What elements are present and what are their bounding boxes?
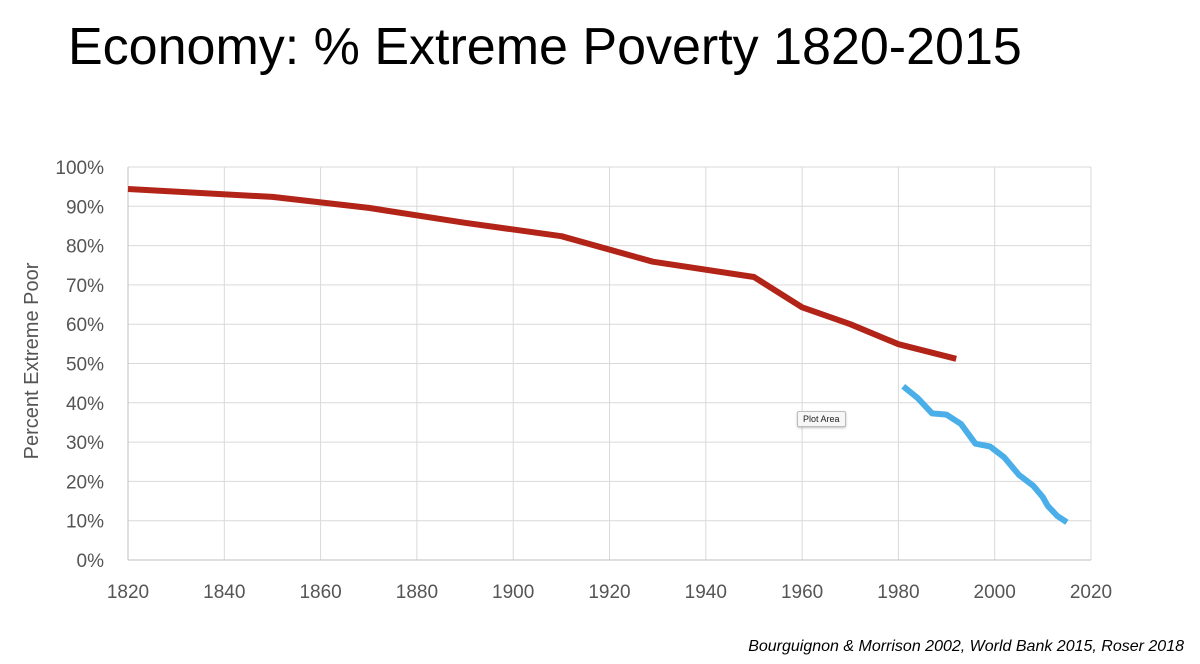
y-tick-label: 10% — [66, 512, 104, 533]
x-tick-label: 1920 — [588, 582, 630, 603]
x-tick-label: 2020 — [1070, 582, 1112, 603]
x-tick-label: 1840 — [203, 582, 245, 603]
series-line-2[interactable] — [901, 383, 1069, 525]
x-tick-label: 1960 — [781, 582, 823, 603]
source-citation: Bourguignon & Morrison 2002, World Bank … — [748, 638, 1184, 655]
x-tick-label: 1980 — [877, 582, 919, 603]
y-axis-label: Percent Extreme Poor — [21, 262, 43, 459]
y-tick-label: 40% — [66, 394, 104, 415]
plot-area-tooltip: Plot Area — [797, 411, 846, 427]
x-tick-label: 2000 — [974, 582, 1016, 603]
series-line-1[interactable] — [127, 186, 957, 362]
x-axis-ticks: 1820 1840 1860 1880 1900 1920 1940 1960 1980 2000… — [107, 582, 1112, 603]
y-tick-label: 90% — [66, 197, 104, 218]
y-tick-label: 20% — [66, 472, 104, 493]
x-tick-label: 1940 — [685, 582, 727, 603]
y-tick-label: 60% — [66, 315, 104, 336]
axes — [127, 167, 1091, 561]
y-tick-label: 100% — [55, 158, 104, 179]
chart-title: Economy: % Extreme Poverty 1820-2015 — [68, 18, 1022, 76]
x-tick-label: 1880 — [396, 582, 438, 603]
series-lines[interactable] — [127, 186, 1069, 525]
y-tick-label: 0% — [77, 551, 105, 572]
y-tick-label: 70% — [66, 276, 104, 297]
x-tick-label: 1900 — [492, 582, 534, 603]
y-axis-ticks: 0% 10% 20% 30% 40% 50% 60% 70% 80% 90% 100% — [55, 158, 104, 572]
x-tick-label: 1860 — [299, 582, 341, 603]
y-tick-label: 50% — [66, 355, 104, 376]
y-tick-label: 80% — [66, 237, 104, 258]
grid-lines — [128, 166, 1092, 560]
x-tick-label: 1820 — [107, 582, 149, 603]
y-tick-label: 30% — [66, 433, 104, 454]
